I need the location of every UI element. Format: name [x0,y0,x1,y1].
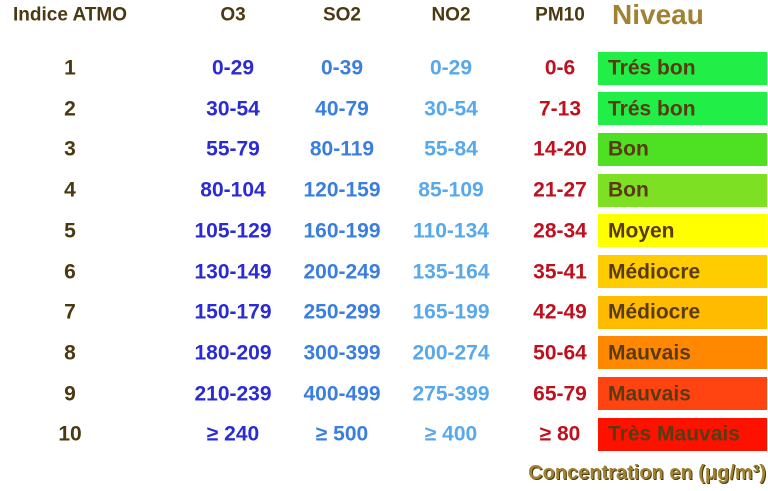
table-cell: 400-499 [303,382,381,406]
table-cell: 130-149 [194,260,272,283]
table-cell: 0-29 [211,56,255,80]
table-cell: 1 [64,56,76,80]
table-cell: 110-134 [413,219,489,243]
column-header: SO2 [322,4,362,26]
table-cell: 4 [64,178,76,202]
table-cell: 135-164 [412,260,490,283]
table-cell: 80-119 [309,137,375,161]
level-box [598,336,767,370]
level-box [598,132,767,166]
table-cell: 200-249 [303,260,381,283]
table-cell: 28-34 [533,219,587,243]
level-box [598,173,767,207]
table-cell: 85-109 [418,178,484,202]
table-cell: 2 [64,97,76,121]
level-label: Bon [608,137,649,161]
level-box [598,214,767,248]
table-cell: ≥ 400 [424,422,478,446]
table-cell: ≥ 240 [206,422,260,446]
table-cell: ≥ 500 [315,422,369,446]
footer-note: Concentration en (μg/m³) [528,462,766,484]
table-cell: 160-199 [303,219,381,243]
table-cell: 275-399 [412,382,490,406]
column-header: Niveau [612,0,704,30]
table-cell: 7 [64,300,76,324]
table-cell: 9 [64,382,76,406]
column-header: NO2 [431,4,471,26]
table-cell: 30-54 [206,97,260,121]
table-cell: 105-129 [194,219,272,243]
table-cell: 120-159 [303,178,381,202]
level-box [598,92,767,126]
level-box [598,255,767,288]
table-cell: 35-41 [533,260,587,283]
table-cell: 65-79 [533,382,587,406]
table-cell: 6 [64,260,76,283]
level-label: Moyen [608,219,675,243]
table-cell: 30-54 [424,97,478,121]
table-cell: 55-79 [206,137,260,161]
level-label: Bon [608,178,649,202]
column-header: PM10 [535,4,585,26]
level-label: Trés bon [608,97,696,121]
table-cell: 10 [58,422,82,446]
column-header: Indice ATMO [13,4,127,26]
level-label: Médiocre [608,260,701,283]
table-cell: 40-79 [315,97,369,121]
table-cell: 21-27 [533,178,587,202]
column-header: O3 [220,4,246,26]
table-cell: 50-64 [533,341,587,365]
level-box [598,377,767,411]
table-cell: 8 [64,341,76,365]
level-box [598,417,767,451]
level-label: Mauvais [608,341,691,365]
table-cell: 3 [64,137,76,161]
table-cell: 165-199 [412,300,490,324]
table-cell: 14-20 [533,137,587,161]
table-cell: 0-6 [544,56,576,80]
table-cell: ≥ 80 [539,422,581,446]
level-label: Mauvais [608,382,691,406]
level-box [598,295,767,329]
table-cell: 150-179 [194,300,272,324]
table-cell: 42-49 [533,300,587,324]
table-cell: 55-84 [424,137,478,161]
table-cell: 0-29 [429,56,473,80]
table-cell: 250-299 [303,300,381,324]
level-label: Trés bon [608,56,696,80]
level-label: Très Mauvais [608,422,740,446]
table-cell: 180-209 [194,341,272,365]
table-cell: 200-274 [412,341,490,365]
table-cell: 80-104 [200,178,266,202]
table-cell: 5 [64,219,76,243]
table-cell: 7-13 [538,97,582,121]
level-box [598,51,767,85]
level-label: Médiocre [608,300,701,324]
table-cell: 300-399 [303,341,381,365]
table-cell: 210-239 [194,382,272,406]
table-cell: 0-39 [320,56,364,80]
